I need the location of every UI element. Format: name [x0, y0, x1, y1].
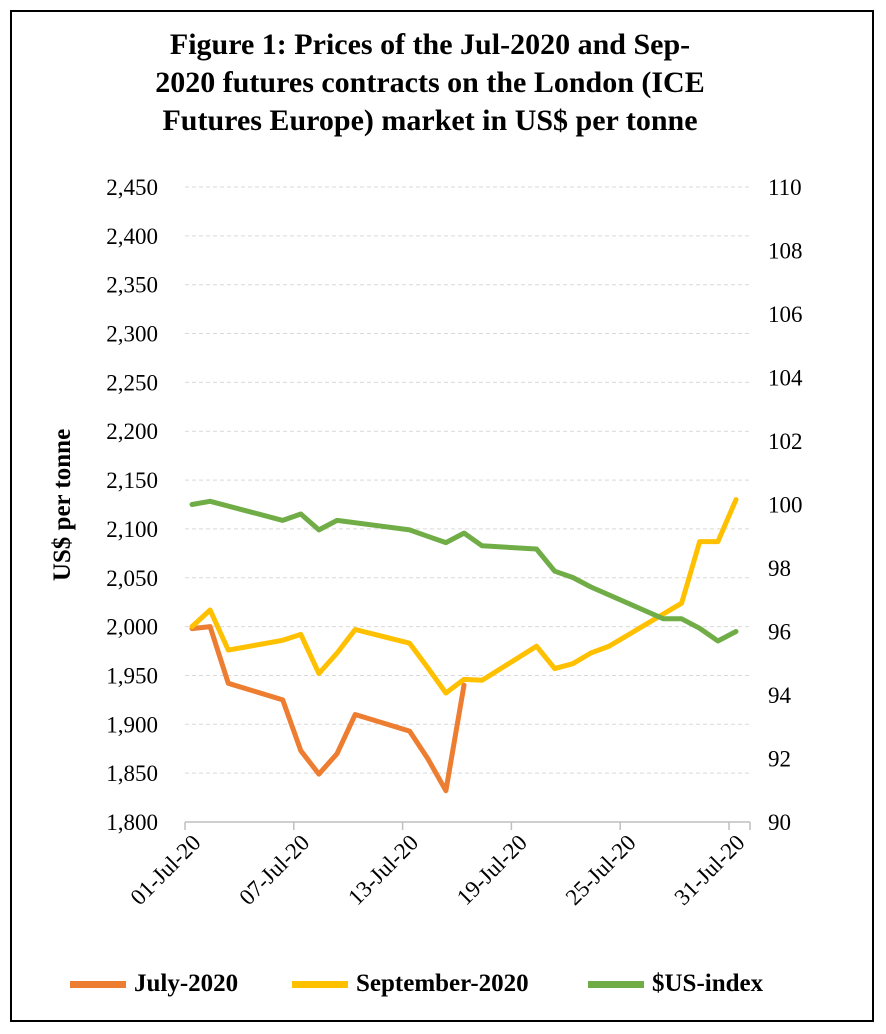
legend: July-2020 September-2020 $US-index [0, 970, 886, 1006]
legend-label-us-index: $US-index [652, 970, 764, 997]
x-tick-label: 31-Jul-20 [670, 830, 750, 910]
legend-item-september-2020: September-2020 [292, 970, 529, 998]
y-right-tick-label: 96 [768, 620, 791, 645]
legend-item-us-index: $US-index [588, 970, 763, 998]
y-left-tick-label: 2,200 [106, 419, 158, 444]
y-right-tick-label: 102 [768, 429, 803, 454]
y-left-tick-label: 2,150 [106, 468, 158, 493]
y-right-tick-label: 98 [768, 556, 791, 581]
y-right-tick-label: 110 [768, 175, 802, 200]
y-left-tick-label: 1,950 [106, 663, 158, 688]
y-axis-right: 90 92 94 96 98 100 102 104 106 108 110 [768, 175, 803, 835]
y-left-tick-label: 2,100 [106, 517, 158, 542]
chart-title-line-3: Futures Europe) market in US$ per tonne [162, 104, 698, 137]
chart-title: Figure 1: Prices of the Jul-2020 and Sep… [70, 26, 790, 140]
legend-swatch-us-index [588, 980, 644, 988]
y-right-tick-label: 92 [768, 747, 791, 772]
legend-swatch-july-2020 [70, 980, 126, 988]
x-tick-label: 07-Jul-20 [234, 830, 314, 910]
y-left-tick-label: 2,350 [106, 273, 158, 298]
x-tick-label: 13-Jul-20 [343, 830, 423, 910]
x-tick-label: 01-Jul-20 [126, 830, 206, 910]
chart-title-line-2: 2020 futures contracts on the London (IC… [155, 66, 705, 99]
y-left-tick-label: 1,850 [106, 761, 158, 786]
y-left-tick-label: 2,000 [106, 615, 158, 640]
y-right-tick-label: 100 [768, 493, 803, 518]
legend-label-september-2020: September-2020 [356, 970, 529, 997]
y-left-tick-label: 2,250 [106, 370, 158, 395]
grid-lines [185, 186, 750, 774]
y-axis-left: 1,800 1,850 1,900 1,950 2,000 2,050 2,100 2,150… [106, 175, 158, 835]
chart-title-line-1: Figure 1: Prices of the Jul-2020 and Sep… [169, 28, 691, 61]
x-axis: 01-Jul-20 07-Jul-20 13-Jul-20 19-Jul-20 25-J… [126, 821, 751, 910]
y-right-tick-label: 108 [768, 239, 803, 264]
series-line-july-2020 [189, 624, 467, 794]
y-left-tick-label: 1,800 [106, 810, 158, 835]
y-right-tick-label: 90 [768, 810, 791, 835]
y-left-tick-label: 1,900 [106, 712, 158, 737]
series-line-september-2020 [189, 497, 739, 696]
x-tick-label: 19-Jul-20 [452, 830, 532, 910]
y-right-tick-label: 106 [768, 302, 803, 327]
y-left-tick-label: 2,050 [106, 566, 158, 591]
legend-label-july-2020: July-2020 [134, 970, 239, 997]
legend-swatch-september-2020 [292, 980, 348, 988]
series-lines [189, 497, 739, 794]
y-left-tick-label: 2,300 [106, 322, 158, 347]
legend-item-july-2020: July-2020 [70, 970, 238, 998]
x-tick-label: 25-Jul-20 [561, 830, 641, 910]
y-axis-label: US$ per tonne [49, 429, 76, 581]
y-left-tick-label: 2,450 [106, 175, 158, 200]
y-right-tick-label: 94 [768, 683, 792, 708]
y-left-tick-label: 2,400 [106, 224, 158, 249]
series-line-us-index [189, 498, 739, 644]
y-right-tick-label: 104 [768, 366, 803, 391]
